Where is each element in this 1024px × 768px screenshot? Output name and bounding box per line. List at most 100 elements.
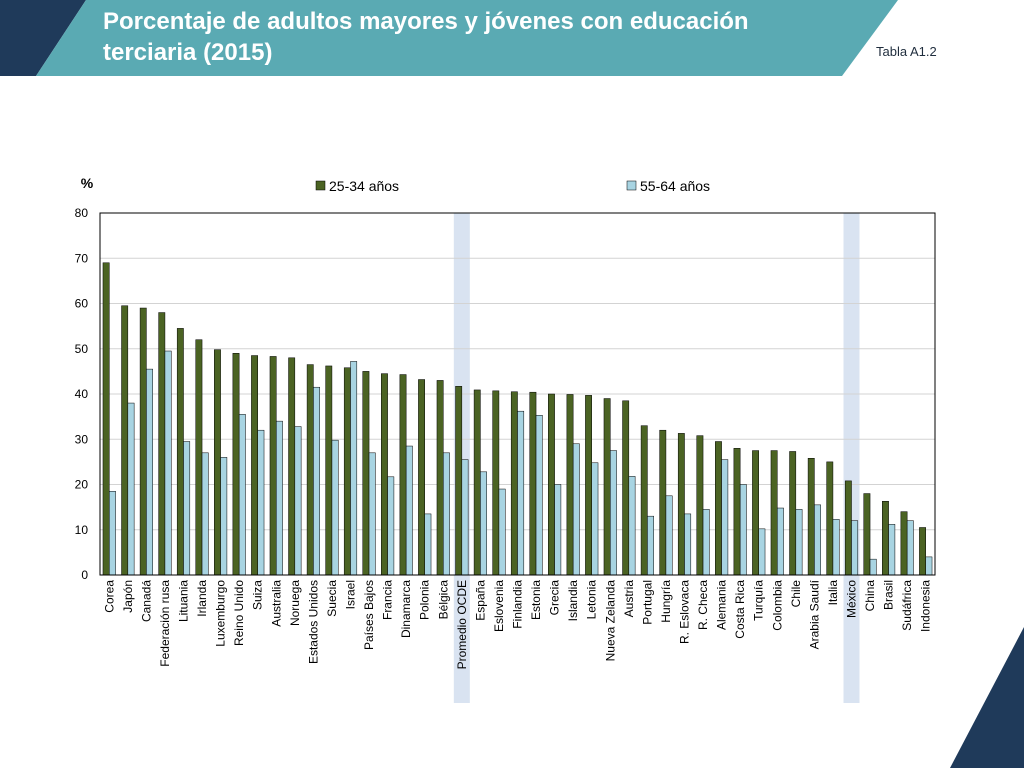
- x-tick-label: Canadá: [139, 580, 153, 622]
- y-tick-label: 10: [75, 523, 89, 537]
- header-band: [0, 0, 898, 76]
- bar: [306, 364, 314, 576]
- x-tick-label: R. Eslovaca: [678, 580, 692, 644]
- x-tick-label: Reino Unido: [232, 580, 246, 646]
- header-teal-band: [36, 0, 898, 76]
- bar: [752, 450, 759, 576]
- bar: [331, 439, 339, 576]
- bar: [313, 386, 320, 576]
- legend-swatch: [626, 180, 637, 191]
- bar: [195, 339, 203, 576]
- bar: [405, 445, 413, 576]
- bar: [585, 395, 592, 576]
- bar: [257, 429, 265, 576]
- bar: [826, 461, 834, 576]
- bar: [139, 307, 147, 576]
- bar: [535, 415, 543, 576]
- bar: [888, 524, 896, 576]
- bar: [368, 452, 376, 576]
- bar: [733, 448, 741, 576]
- x-tick-label: Sudáfrica: [900, 580, 914, 631]
- y-tick-label: 50: [75, 342, 89, 356]
- x-tick-label: R. Checa: [696, 580, 710, 630]
- bar: [473, 389, 481, 576]
- bar: [127, 402, 135, 576]
- bar: [492, 390, 500, 576]
- bar: [647, 515, 654, 576]
- bar: [554, 484, 562, 576]
- bar: [665, 495, 673, 576]
- bar: [777, 507, 784, 576]
- bar: [832, 519, 840, 576]
- x-tick-label: Lituania: [177, 580, 191, 622]
- bar: [900, 511, 908, 576]
- bar: [102, 262, 110, 576]
- header-dark-block: [0, 0, 86, 76]
- bar: [362, 371, 370, 576]
- x-tick-label: Colombia: [770, 580, 784, 631]
- bar: [350, 361, 358, 576]
- bar: [529, 391, 537, 576]
- legend-swatch: [315, 180, 326, 191]
- bar: [925, 556, 933, 576]
- x-tick-label: Suiza: [251, 580, 265, 610]
- bar: [443, 452, 450, 576]
- bar: [622, 400, 630, 576]
- bar: [121, 305, 129, 576]
- x-tick-label: Nueva Zelanda: [603, 580, 617, 662]
- bar: [684, 513, 692, 576]
- x-tick-label: Noruega: [288, 580, 302, 626]
- bar: [480, 471, 487, 576]
- bar: [789, 451, 797, 576]
- bar: [548, 393, 555, 576]
- bar: [882, 500, 889, 576]
- bar: [276, 420, 283, 576]
- x-tick-label: Eslovenia: [492, 580, 506, 632]
- x-tick-label: Costa Rica: [733, 580, 747, 639]
- bar: [628, 476, 636, 576]
- x-tick-label: Bélgica: [436, 580, 450, 620]
- bar: [381, 373, 388, 576]
- y-tick-label: 30: [75, 432, 89, 446]
- x-tick-label: Luxemburgo: [214, 580, 228, 647]
- bar: [146, 368, 153, 576]
- bar: [721, 459, 729, 576]
- x-tick-label: Países Bajos: [362, 580, 376, 650]
- x-tick-label: Italia: [826, 580, 840, 606]
- x-tick-label: Irlanda: [195, 580, 209, 617]
- bar: [498, 488, 506, 576]
- x-tick-label: Alemania: [715, 580, 729, 630]
- legend-label: 25-34 años: [329, 178, 399, 194]
- x-tick-label: Finlandia: [511, 580, 525, 629]
- bar: [807, 458, 815, 576]
- x-tick-label: Australia: [269, 580, 283, 627]
- y-tick-label: 40: [75, 387, 89, 401]
- bar: [164, 350, 172, 576]
- x-tick-label: China: [863, 580, 877, 612]
- bar: [566, 394, 574, 576]
- bar: [696, 435, 704, 576]
- x-tick-label: Arabia Saudí: [807, 579, 821, 649]
- x-tick-label: Israel: [344, 580, 358, 609]
- bar: [461, 459, 469, 576]
- bar: [294, 426, 302, 576]
- y-tick-label: 60: [75, 297, 89, 311]
- bar: [517, 410, 525, 576]
- y-axis-title: %: [81, 175, 94, 191]
- bar: [183, 441, 191, 576]
- x-tick-label: México: [845, 580, 859, 618]
- bar: [715, 441, 722, 576]
- bar: [387, 476, 395, 576]
- bar: [603, 398, 611, 576]
- bar: [851, 520, 859, 576]
- bar: [919, 527, 926, 576]
- bar: [343, 367, 351, 576]
- bar: [424, 513, 432, 576]
- bar: [201, 452, 209, 576]
- x-tick-label: Corea: [102, 580, 116, 613]
- bar: [214, 349, 221, 576]
- x-tick-label: Federación rusa: [158, 580, 172, 667]
- bar: [795, 509, 803, 576]
- x-tick-label: Promedio OCDE: [455, 580, 469, 669]
